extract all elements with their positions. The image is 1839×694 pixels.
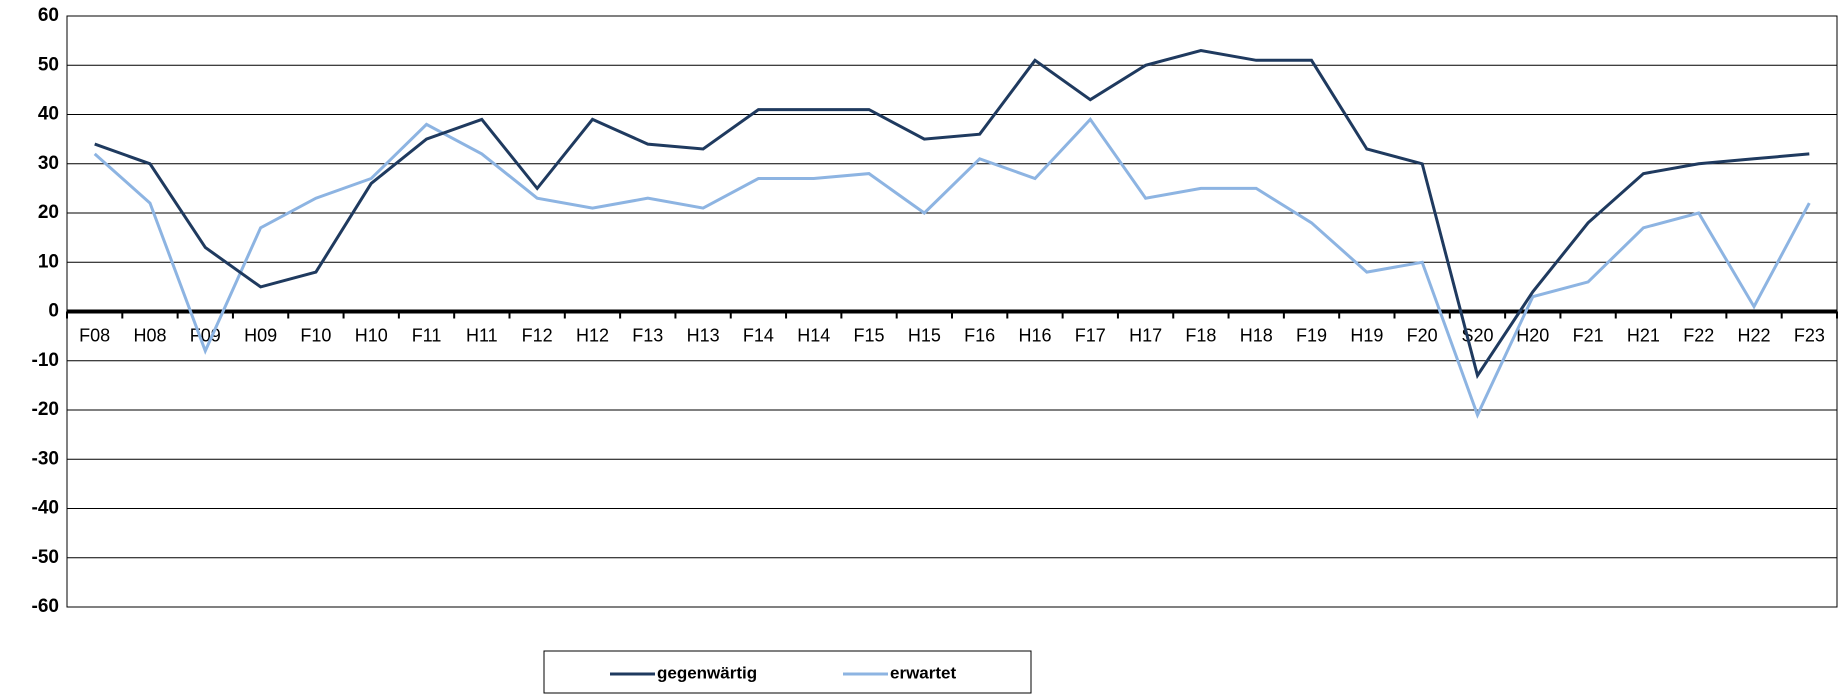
y-tick-label: 0	[48, 301, 59, 322]
x-tick-label: H14	[797, 325, 830, 345]
x-tick-label: F19	[1296, 325, 1327, 345]
x-tick-label: H09	[244, 325, 277, 345]
series-line	[93, 117, 1811, 419]
x-tick-label: H08	[133, 325, 166, 345]
x-tick-label: F20	[1407, 325, 1438, 345]
x-tick-label: F10	[300, 325, 331, 345]
x-tick-label: H16	[1018, 325, 1051, 345]
x-tick-label: H11	[466, 325, 498, 345]
y-tick-label: 40	[38, 104, 59, 125]
x-tick-label: H22	[1738, 325, 1771, 345]
x-tick-label: F16	[964, 325, 995, 345]
y-tick-label: -50	[32, 547, 59, 568]
x-tick-label: F15	[854, 325, 885, 345]
x-tick-label: H17	[1129, 325, 1162, 345]
y-tick-label: -40	[32, 498, 59, 519]
x-tick-label: F14	[743, 325, 774, 345]
y-tick-label: 20	[38, 202, 59, 223]
legend-label: gegenwärtig	[657, 663, 757, 682]
x-tick-label: F21	[1573, 325, 1604, 345]
x-tick-label: F11	[412, 325, 442, 345]
legend-label: erwartet	[890, 663, 956, 682]
x-tick-label: F18	[1185, 325, 1216, 345]
x-tick-label: H15	[908, 325, 941, 345]
x-tick-label: F22	[1683, 325, 1714, 345]
x-tick-label: F12	[522, 325, 553, 345]
y-tick-label: -60	[32, 596, 59, 617]
x-tick-label: F23	[1794, 325, 1825, 345]
y-tick-label: -20	[32, 399, 59, 420]
y-tick-label: 30	[38, 153, 59, 174]
series-line	[94, 48, 1810, 380]
y-tick-label: -10	[32, 350, 59, 371]
x-tick-label: F13	[632, 325, 663, 345]
x-tick-label: H10	[355, 325, 388, 345]
x-tick-label: F17	[1075, 325, 1106, 345]
y-tick-label: 10	[38, 251, 59, 272]
legend-box	[543, 650, 1032, 694]
x-tick-label: H20	[1516, 325, 1549, 345]
y-tick-label: 60	[38, 5, 59, 26]
y-tick-label: -30	[32, 448, 59, 469]
x-tick-label: F08	[79, 325, 110, 345]
x-tick-label: H18	[1240, 325, 1273, 345]
x-tick-label: H19	[1350, 325, 1383, 345]
y-tick-label: 50	[38, 54, 59, 75]
x-tick-label: H21	[1627, 325, 1660, 345]
x-tick-label: H13	[687, 325, 720, 345]
x-tick-label: H12	[576, 325, 609, 345]
